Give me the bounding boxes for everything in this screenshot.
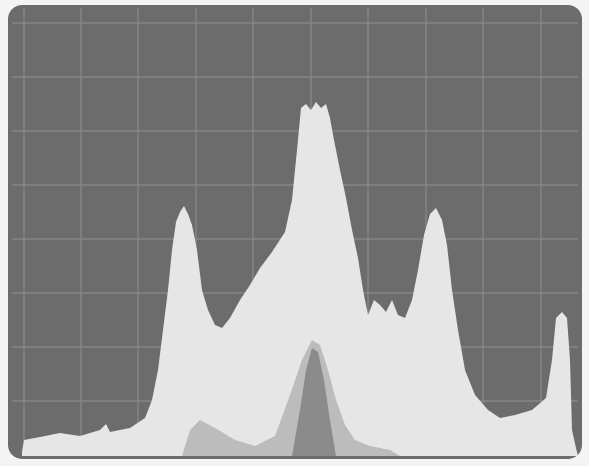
oscilloscope-photo [0,0,589,466]
page [0,0,589,466]
